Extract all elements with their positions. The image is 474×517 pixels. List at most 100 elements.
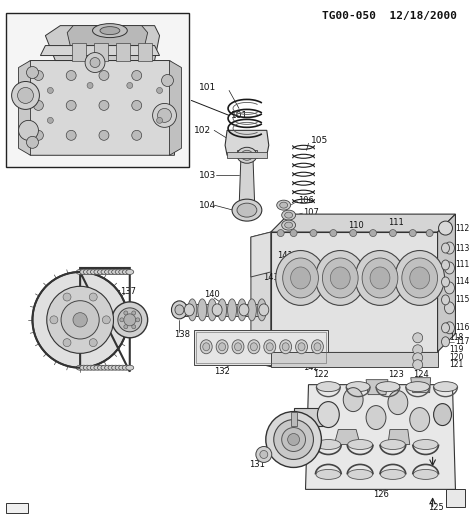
Circle shape (290, 230, 297, 237)
Ellipse shape (296, 340, 308, 354)
Circle shape (89, 339, 97, 346)
Bar (237, 150, 257, 158)
Polygon shape (366, 379, 388, 394)
Ellipse shape (105, 365, 112, 370)
Ellipse shape (283, 258, 319, 298)
Circle shape (34, 130, 44, 140)
Ellipse shape (346, 382, 370, 392)
Ellipse shape (298, 343, 305, 351)
Ellipse shape (87, 365, 95, 370)
Circle shape (63, 339, 71, 346)
Ellipse shape (91, 365, 98, 370)
Text: 110: 110 (348, 221, 364, 230)
Ellipse shape (410, 267, 429, 289)
Ellipse shape (282, 210, 296, 220)
Circle shape (87, 83, 93, 88)
Ellipse shape (315, 251, 365, 306)
Ellipse shape (188, 299, 197, 321)
Bar (196, 332, 327, 363)
Ellipse shape (232, 199, 262, 221)
Circle shape (330, 230, 337, 237)
Circle shape (120, 318, 124, 322)
Text: 112: 112 (456, 223, 470, 233)
Polygon shape (170, 60, 182, 155)
Text: 133: 133 (32, 310, 48, 320)
Ellipse shape (445, 282, 455, 294)
Ellipse shape (442, 260, 449, 270)
Polygon shape (251, 232, 271, 367)
Ellipse shape (282, 343, 289, 351)
Ellipse shape (266, 343, 273, 351)
Circle shape (89, 293, 97, 301)
Polygon shape (251, 232, 271, 277)
Bar (271, 352, 438, 367)
Ellipse shape (285, 212, 292, 218)
Circle shape (162, 74, 173, 86)
Text: 122: 122 (313, 370, 329, 379)
Polygon shape (184, 304, 264, 316)
Circle shape (47, 87, 53, 94)
Ellipse shape (376, 382, 400, 392)
Circle shape (66, 70, 76, 81)
Text: 111: 111 (456, 261, 470, 269)
Text: 121: 121 (449, 360, 464, 369)
Circle shape (32, 272, 128, 368)
Polygon shape (67, 26, 147, 45)
Bar (94, 42, 108, 60)
Ellipse shape (434, 404, 451, 425)
Bar (293, 407, 328, 425)
Ellipse shape (94, 269, 102, 275)
Text: 102: 102 (194, 126, 211, 135)
Ellipse shape (118, 269, 127, 275)
Polygon shape (334, 430, 360, 445)
Circle shape (50, 316, 58, 324)
Circle shape (413, 333, 423, 343)
Ellipse shape (381, 469, 405, 479)
Ellipse shape (122, 365, 130, 370)
Circle shape (157, 109, 172, 123)
Circle shape (274, 420, 313, 460)
Ellipse shape (445, 262, 455, 274)
Polygon shape (411, 378, 430, 392)
Circle shape (124, 311, 128, 315)
Circle shape (438, 221, 453, 235)
Ellipse shape (105, 269, 112, 275)
Text: 111: 111 (388, 218, 404, 226)
Ellipse shape (126, 365, 134, 370)
Ellipse shape (362, 258, 398, 298)
Polygon shape (40, 45, 160, 55)
Ellipse shape (101, 269, 109, 275)
Polygon shape (438, 214, 456, 352)
Ellipse shape (76, 365, 84, 370)
Circle shape (282, 428, 306, 451)
Circle shape (66, 100, 76, 111)
Ellipse shape (316, 469, 341, 479)
Circle shape (47, 117, 53, 124)
Ellipse shape (208, 299, 217, 321)
Circle shape (132, 311, 136, 315)
Polygon shape (46, 26, 160, 60)
Text: 132: 132 (214, 367, 230, 376)
Circle shape (413, 360, 423, 370)
Text: 139: 139 (128, 325, 144, 334)
Text: 127: 127 (313, 390, 329, 399)
Circle shape (156, 117, 163, 124)
Bar (6, 504, 27, 513)
Circle shape (18, 120, 38, 140)
Text: 105: 105 (310, 136, 328, 145)
Circle shape (426, 230, 433, 237)
Polygon shape (239, 155, 255, 210)
Ellipse shape (108, 365, 116, 370)
Polygon shape (306, 385, 456, 490)
Ellipse shape (406, 382, 429, 392)
Ellipse shape (322, 258, 358, 298)
Ellipse shape (118, 365, 127, 370)
Ellipse shape (330, 267, 350, 289)
Text: 103: 103 (199, 171, 217, 180)
Text: 106: 106 (299, 195, 314, 205)
Circle shape (413, 345, 423, 355)
Text: 120: 120 (449, 353, 464, 362)
Ellipse shape (388, 391, 408, 415)
Bar (446, 490, 465, 507)
Circle shape (34, 100, 44, 111)
